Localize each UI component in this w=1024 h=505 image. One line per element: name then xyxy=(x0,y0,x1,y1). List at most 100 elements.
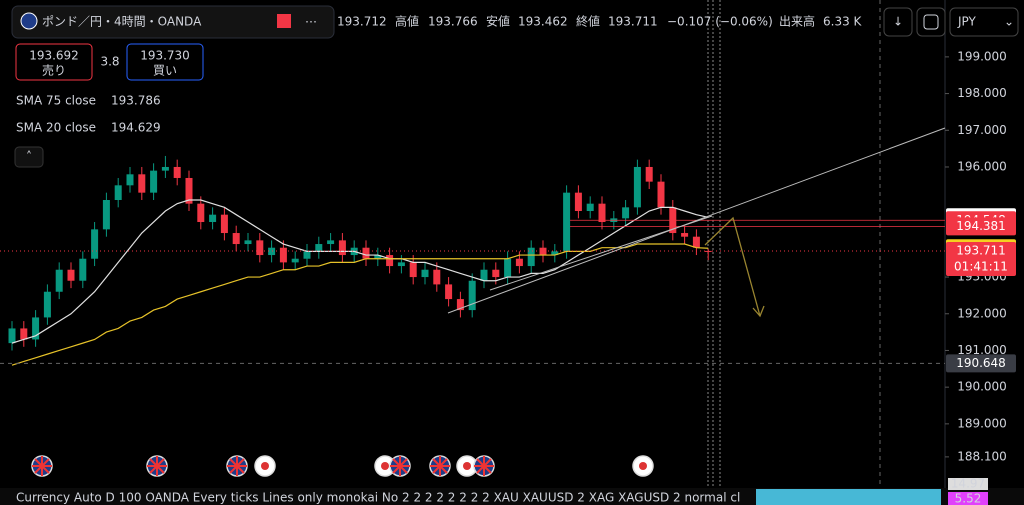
more-button[interactable]: ⋯ xyxy=(305,15,317,29)
buy-price: 193.730 xyxy=(140,49,190,63)
collapse-icon: ˄ xyxy=(26,150,32,164)
flag-cross xyxy=(430,456,450,476)
collapse-button[interactable] xyxy=(14,146,44,168)
y-tick-label: 191.000 xyxy=(957,343,1007,357)
candle-body xyxy=(586,203,594,212)
close-label: 終値 xyxy=(576,14,600,29)
sma-line xyxy=(11,199,709,344)
sell-button[interactable] xyxy=(15,43,93,81)
price-label: 193.711 xyxy=(956,243,1006,257)
y-tick-label: 188.100 xyxy=(957,449,1007,463)
candle-body xyxy=(657,181,665,208)
buy-button[interactable] xyxy=(126,43,204,81)
flag-sun xyxy=(463,462,471,470)
candle-body xyxy=(138,174,146,193)
candle-body xyxy=(220,214,228,234)
forecast-arrow xyxy=(704,216,761,317)
candle-body xyxy=(563,192,571,252)
candle-body xyxy=(126,174,134,186)
y-tick-label: 189.000 xyxy=(957,416,1007,430)
candle-body xyxy=(55,269,63,292)
candle-body xyxy=(515,258,523,267)
reset-button[interactable] xyxy=(916,7,946,37)
candle-body xyxy=(468,280,476,311)
y-tick-label: 190.000 xyxy=(957,380,1007,394)
indicator-value: 194.629 xyxy=(111,121,161,135)
trend-line xyxy=(447,127,946,314)
footer-badge xyxy=(948,492,988,505)
candle-body xyxy=(492,269,500,278)
sell-label: 売り xyxy=(42,63,66,78)
candle-body xyxy=(102,200,110,230)
candle-body xyxy=(598,203,606,223)
dropdown-icon: ⌄ xyxy=(1004,15,1014,29)
price-label-box xyxy=(946,217,1016,236)
currency: JPY xyxy=(957,15,977,29)
symbol-box[interactable] xyxy=(11,5,335,39)
volume-label: 出来高 xyxy=(779,14,815,29)
events xyxy=(31,455,654,477)
candle-body xyxy=(20,328,28,340)
candle-body xyxy=(445,284,453,300)
change: −0.107 (−0.06%) xyxy=(667,15,773,29)
indicator-value: 193.786 xyxy=(111,94,161,108)
candle-body xyxy=(338,240,346,256)
spread: 3.8 xyxy=(100,55,119,69)
candle-body xyxy=(551,251,559,256)
indicator-name: SMA 20 close xyxy=(16,121,96,135)
flag-marker[interactable] xyxy=(277,14,291,28)
candle-body xyxy=(397,262,405,267)
currency-select[interactable] xyxy=(949,7,1019,37)
price-label: 194.381 xyxy=(956,219,1006,233)
candle-body xyxy=(79,258,87,281)
sma-line xyxy=(11,243,709,366)
candle-body xyxy=(114,185,122,200)
candle-body xyxy=(433,269,441,285)
candle-body xyxy=(409,262,417,278)
flag-cross xyxy=(390,456,410,476)
price-label-box xyxy=(946,354,1016,373)
buy-label: 買い xyxy=(153,64,177,78)
candle-body xyxy=(374,255,382,259)
candle-body xyxy=(256,240,264,256)
y-tick-label: 199.000 xyxy=(957,49,1007,63)
candle-body xyxy=(527,247,535,267)
open-value: 193.712 xyxy=(337,15,387,29)
y-tick-label: 192.000 xyxy=(957,306,1007,320)
high-label: 高値 xyxy=(395,14,419,29)
candle-body xyxy=(315,244,323,252)
candle-body xyxy=(327,240,335,245)
reset-icon xyxy=(923,14,939,30)
low-label: 安値 xyxy=(486,14,510,29)
flag-icon xyxy=(20,12,38,30)
candle-body xyxy=(681,233,689,237)
candle-body xyxy=(161,166,169,171)
candle-body xyxy=(197,203,205,223)
candle-body xyxy=(504,258,512,278)
flag-cross xyxy=(32,456,52,476)
flag-sun xyxy=(639,462,647,470)
candle-body xyxy=(291,258,299,263)
candle-body xyxy=(209,214,217,223)
volume-value: 6.33 K xyxy=(823,15,863,29)
candle-body xyxy=(43,291,51,318)
candle-body xyxy=(303,251,311,259)
flag-sun xyxy=(261,462,269,470)
footer-value: 14.97 xyxy=(951,477,985,491)
download-button[interactable] xyxy=(883,7,913,37)
footer-settings: Currency Auto D 100 OANDA Every ticks Li… xyxy=(16,491,740,505)
footer-value: 5.52 xyxy=(955,492,982,505)
footer-highlight xyxy=(756,489,941,505)
candle-body xyxy=(279,247,287,263)
candle-body xyxy=(574,192,582,212)
flag-cross xyxy=(227,456,247,476)
sell-price: 193.692 xyxy=(29,49,79,63)
candle-body xyxy=(386,255,394,267)
candle-body xyxy=(185,177,193,204)
candle-body xyxy=(421,269,429,278)
countdown: 01:41:11 xyxy=(954,259,1008,273)
trend-line xyxy=(489,215,713,291)
candle-body xyxy=(633,166,641,208)
price-label-box xyxy=(946,241,1016,276)
